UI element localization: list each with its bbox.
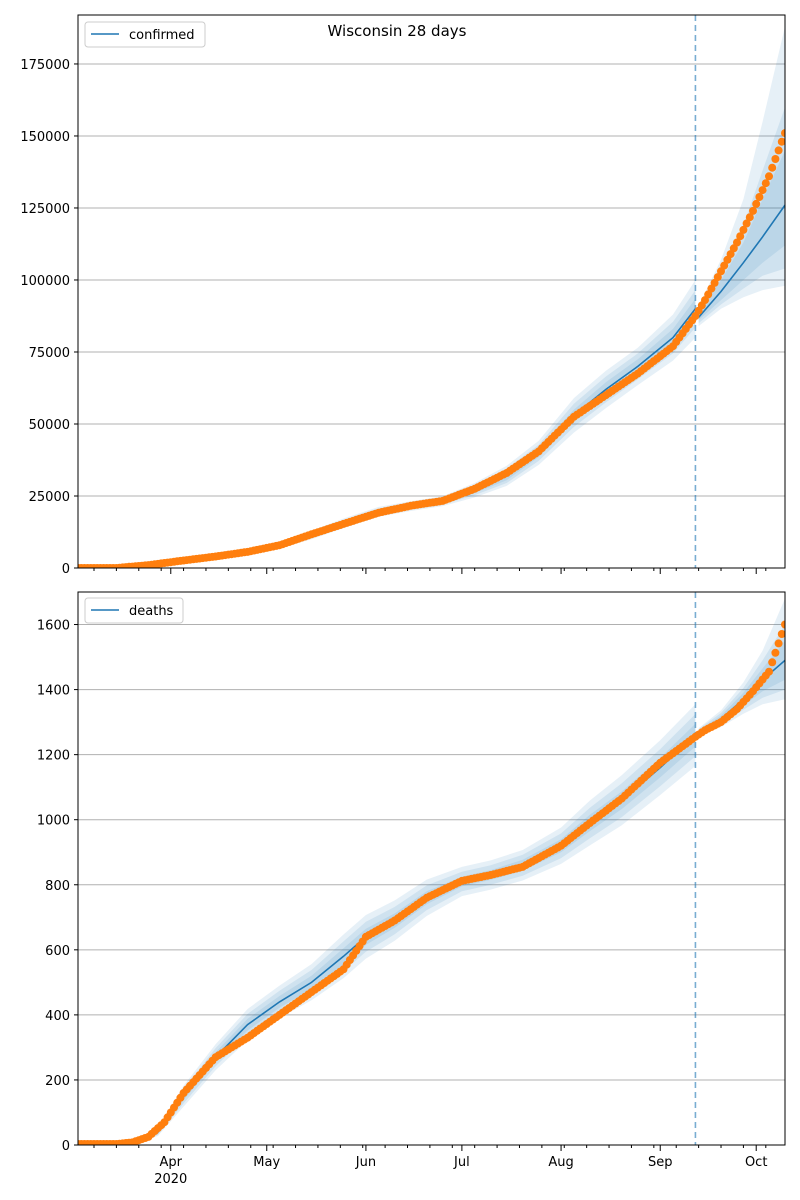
confirmed-y-axis: 0 25000 50000 75000 100000 125000 150000 175000 (20, 58, 78, 577)
observed-point (777, 630, 785, 638)
confirmed-axes-frame (77, 14, 786, 569)
observed-point (781, 620, 785, 629)
y-tick-label: 75000 (29, 346, 70, 361)
deaths-y-axis: 0 200 400 600 800 1000 1200 1400 1600 (37, 619, 78, 1154)
observed-point (733, 238, 741, 247)
observed-point (736, 232, 745, 241)
y-tick-label: 200 (45, 1074, 70, 1089)
x-tick-label: Jun (355, 1155, 376, 1170)
y-tick-label: 100000 (20, 274, 70, 289)
x-tick-label: Sep (648, 1155, 673, 1170)
observed-point (752, 199, 761, 208)
model-line-segment (697, 204, 785, 318)
uncertainty-band (78, 723, 696, 1144)
y-tick-label: 25000 (29, 490, 70, 505)
y-tick-label: 0 (62, 562, 70, 577)
uncertainty-band (698, 640, 785, 734)
y-tick-label: 800 (45, 879, 70, 894)
x-tick-label: Jul (453, 1155, 470, 1170)
y-tick-label: 0 (62, 1139, 70, 1154)
y-tick-label: 600 (45, 944, 70, 959)
y-tick-label: 400 (45, 1009, 70, 1024)
observed-point (774, 146, 783, 155)
observed-point (777, 137, 785, 146)
observed-point (768, 658, 777, 667)
x-tick-label: Aug (548, 1155, 573, 1170)
observed-point (771, 648, 780, 657)
figure-title: Wisconsin 28 days (328, 22, 467, 40)
observed-point (749, 206, 757, 215)
x-tick-label: Apr (160, 1155, 183, 1170)
confirmed-x-axis (93, 568, 767, 574)
observed-point (758, 186, 767, 195)
observed-point (765, 667, 773, 676)
uncertainty-band (698, 624, 785, 735)
observed-point (761, 179, 770, 188)
observed-point (781, 129, 785, 138)
observed-point (765, 172, 773, 181)
observed-point (742, 219, 751, 228)
confirmed-observed-points (78, 129, 785, 568)
y-tick-label: 1400 (37, 684, 70, 699)
y-tick-label: 50000 (29, 418, 70, 433)
observed-point (771, 155, 780, 163)
x-tick-label: May (253, 1155, 280, 1170)
observed-point (768, 163, 777, 172)
legend-box (84, 597, 184, 624)
deaths-x-axis: Apr 2020 May Jun Jul Aug Sep Oct (93, 1145, 767, 1187)
y-tick-label: 175000 (20, 58, 70, 73)
axes-frame (77, 591, 786, 1146)
observed-point (755, 193, 764, 201)
legend-label-deaths: deaths (129, 604, 174, 619)
uncertainty-band (698, 598, 785, 736)
uncertainty-band (698, 107, 785, 324)
deaths-observed-points (78, 620, 785, 1145)
x-tick-label: Oct (745, 1155, 767, 1170)
axes-frame (77, 14, 786, 569)
y-tick-label: 1200 (37, 749, 70, 764)
confirmed-legend: confirmed (84, 21, 206, 48)
deaths-chart: 0 200 400 600 800 1000 1200 1400 1600 Apr 2020 May… (37, 591, 786, 1187)
y-tick-label: 125000 (20, 202, 70, 217)
y-tick-label: 150000 (20, 130, 70, 145)
y-tick-label: 1000 (37, 814, 70, 829)
observed-point (739, 225, 748, 234)
legend-label-confirmed: confirmed (129, 28, 195, 43)
observed-point (745, 213, 754, 222)
y-tick-label: 1600 (37, 619, 70, 634)
legend-box (84, 21, 206, 48)
uncertainty-band (698, 26, 785, 327)
deaths-axes-frame (77, 591, 786, 1146)
x-tick-sublabel: 2020 (154, 1172, 187, 1187)
observed-point (774, 639, 783, 648)
confirmed-chart: 0 25000 50000 75000 100000 125000 150000 175000… (20, 14, 786, 577)
deaths-legend: deaths (84, 597, 184, 624)
